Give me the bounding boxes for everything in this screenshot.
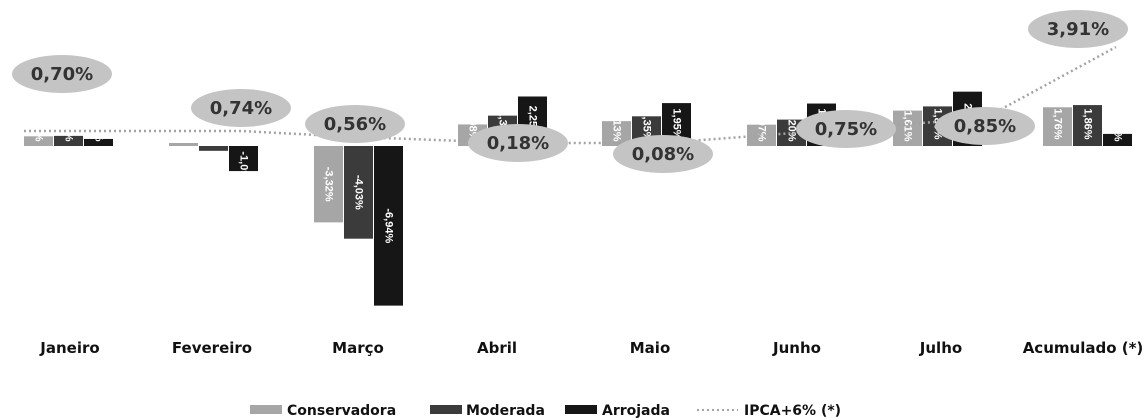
- bar-label-arrojada-janeiro: 0,32%: [93, 110, 105, 141]
- bar-label-conservadora-acumulado: 1,76%: [1052, 108, 1064, 139]
- bar-moderada-acumulado: [1073, 105, 1102, 146]
- bar-label-moderada-junho: 1,20%: [786, 110, 798, 141]
- category-labels: Janeiro Fevereiro Março Abril Maio Junho Julho…: [39, 339, 1143, 357]
- bar-label-arrojada-maio: 1,95%: [671, 108, 683, 139]
- legend-swatch-moderada: [430, 405, 462, 414]
- bar-label-moderada-maio: 1,35%: [641, 110, 653, 141]
- legend: Conservadora Moderada Arrojada IPCA+6% (…: [250, 403, 841, 419]
- ipca-marker-fevereiro: [191, 89, 291, 127]
- bar-label-arrojada-fevereiro: -1,09%: [238, 151, 250, 186]
- bar-label-arrojada-marco: -6,94%: [383, 208, 395, 243]
- bar-conservadora-acumulado: [1043, 107, 1072, 146]
- bar-label-conservadora-maio: 1,13%: [611, 110, 623, 141]
- bar-label-conservadora-julho: 1,61%: [902, 110, 914, 141]
- bar-label-moderada-janeiro: 0,46%: [63, 110, 75, 141]
- bar-moderada-fevereiro: [199, 146, 228, 151]
- ipca-marker-maio: [613, 135, 713, 173]
- bar-moderada-janeiro: [54, 135, 83, 146]
- category-label-maio: Maio: [630, 339, 671, 357]
- bar-arrojada-janeiro: [84, 138, 113, 146]
- ipca-marker-julho: [935, 107, 1035, 145]
- ipca-layer: 0,70% 0,74% 0,56% 0,18% 0,08% 0,75% 0,85% 3,91%: [12, 10, 1128, 173]
- legend-label-arrojada: Arrojada: [602, 403, 670, 419]
- bar-label-conservadora-marco: -3,32%: [323, 167, 335, 202]
- ipca-label-maio: 0,08%: [632, 144, 694, 165]
- ipca-label-marco: 0,56%: [324, 114, 386, 135]
- category-label-marco: Março: [332, 339, 384, 357]
- bar-arrojada-fevereiro: [229, 146, 258, 172]
- category-label-acumulado: Acumulado (*): [1023, 339, 1144, 357]
- bar-label-arrojada-acumulado: 0,55%: [1112, 110, 1124, 141]
- bar-label-moderada-marco: -4,03%: [353, 175, 365, 210]
- legend-swatch-conservadora: [250, 405, 282, 414]
- category-label-julho: Julho: [919, 339, 962, 357]
- ipca-label-abril: 0,18%: [487, 133, 549, 154]
- bar-conservadora-julho: [893, 110, 922, 146]
- ipca-label-acumulado: 3,91%: [1047, 19, 1109, 40]
- category-label-abril: Abril: [477, 339, 517, 357]
- bar-moderada-marco: [344, 146, 373, 239]
- legend-label-ipca: IPCA+6% (*): [744, 403, 841, 419]
- legend-label-moderada: Moderada: [466, 403, 545, 419]
- bar-conservadora-fevereiro: [169, 143, 198, 146]
- bar-arrojada-acumulado: [1103, 133, 1132, 146]
- bar-conservadora-janeiro: [24, 136, 53, 146]
- ipca-label-janeiro: 0,70%: [31, 64, 93, 85]
- bar-label-conservadora-junho: 0,97%: [756, 110, 768, 141]
- ipca-marker-acumulado: [1028, 10, 1128, 48]
- ipca-label-fevereiro: 0,74%: [210, 98, 272, 119]
- category-label-junho: Junho: [772, 339, 821, 357]
- bar-conservadora-marco: [314, 146, 343, 223]
- ipca-marker-janeiro: [12, 55, 112, 93]
- ipca-marker-junho: [796, 110, 896, 148]
- legend-label-conservadora: Conservadora: [287, 403, 396, 419]
- bar-conservadora-junho: [747, 124, 776, 146]
- bars-layer: 0,44% 0,46% 0,32% 0,02% -0,21% -1,09% -3,32% -4…: [24, 91, 1132, 306]
- bar-label-conservadora-janeiro: 0,44%: [33, 110, 45, 141]
- ipca-marker-marco: [305, 105, 405, 143]
- category-label-janeiro: Janeiro: [39, 339, 99, 357]
- ipca-label-julho: 0,85%: [954, 116, 1016, 137]
- bar-label-moderada-fevereiro: -0,21%: [208, 151, 220, 186]
- ipca-marker-abril: [468, 124, 568, 162]
- bar-arrojada-marco: [374, 146, 403, 306]
- bar-label-moderada-acumulado: 1,86%: [1082, 108, 1094, 139]
- ipca-line: [24, 45, 1117, 145]
- ipca-label-junho: 0,75%: [815, 119, 877, 140]
- category-label-fevereiro: Fevereiro: [172, 339, 252, 357]
- legend-swatch-arrojada: [565, 405, 597, 414]
- bar-label-conservadora-fevereiro: 0,02%: [178, 110, 190, 141]
